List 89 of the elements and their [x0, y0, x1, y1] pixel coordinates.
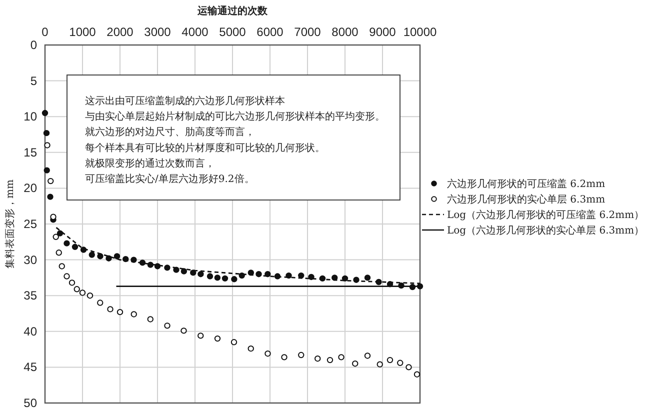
annotation: 每个样本具有可比较的片材厚度和可比较的几何形状。 [85, 142, 325, 154]
point [308, 274, 314, 280]
x-tick-label: 5000 [219, 25, 246, 39]
point [79, 290, 86, 296]
point [48, 178, 54, 184]
x-tick-label: 3000 [144, 25, 172, 39]
point [198, 332, 204, 339]
annotation: 就极限变形的通过次数而言， [85, 157, 215, 170]
point [147, 316, 154, 322]
point [52, 234, 59, 240]
point [180, 268, 188, 274]
point [214, 335, 221, 342]
point [248, 345, 254, 352]
annotation: 与由实心单层起始片材制成的可比六边形几何形状样本的平均变形。 [85, 110, 385, 123]
point [130, 311, 137, 318]
point [264, 350, 271, 357]
point [190, 270, 196, 276]
point [97, 300, 104, 306]
x-tick-label: 2000 [106, 25, 134, 39]
point [364, 352, 371, 359]
point [352, 360, 358, 367]
point [44, 167, 50, 174]
point [88, 252, 95, 258]
point [68, 280, 76, 286]
point [326, 356, 334, 364]
point [230, 339, 238, 346]
point [231, 276, 238, 282]
point [180, 328, 187, 334]
y-tick-label: 0 [30, 38, 38, 52]
point [198, 271, 204, 278]
point [107, 306, 114, 312]
x-tick-label: 8000 [332, 25, 359, 39]
point [42, 110, 48, 116]
y-tick-label: 40 [24, 324, 38, 338]
x-tick-label: 9000 [369, 25, 396, 39]
x-tick-label: 0 [42, 25, 49, 39]
point [116, 308, 124, 316]
point [86, 292, 94, 299]
point [214, 274, 221, 281]
point [314, 356, 321, 362]
point [281, 354, 288, 360]
x-tick-label: 4000 [182, 25, 209, 39]
point [376, 361, 383, 368]
y-tick-label: 5 [30, 74, 38, 88]
annotation: 可压缩盖比实心/单层六边形好9.2倍。 [85, 173, 254, 185]
point [44, 142, 50, 148]
point [74, 286, 80, 292]
point [64, 273, 70, 280]
point [206, 273, 214, 280]
point [164, 322, 170, 329]
legend-label: 六边形几何形状的实心单层 6.3mm [447, 194, 606, 206]
point [414, 371, 420, 378]
annotation: 这示出由可压缩盖制成的六边形几何形状样本 [85, 95, 285, 107]
y-tick-label: 50 [24, 396, 38, 410]
point [47, 194, 54, 200]
point [298, 352, 304, 358]
y-tick-label: 10 [24, 110, 38, 124]
y-tick-label: 30 [24, 252, 38, 267]
legend-label: Log（六边形几何形状的实心单层 6.3mm） [447, 224, 644, 236]
point [406, 364, 412, 370]
point [56, 250, 62, 256]
point [43, 130, 50, 136]
point [338, 354, 344, 360]
x-tick-label: 10000 [403, 25, 438, 39]
x-tick-label: 6000 [256, 25, 284, 39]
legend-label: Log（六边形几何形状的可压缩盖 6.2mm） [447, 209, 644, 221]
point [64, 240, 70, 246]
point [97, 253, 104, 260]
x-tick-label: 1000 [69, 25, 96, 39]
point [222, 275, 228, 282]
y-tick-label: 35 [24, 288, 38, 303]
y-tick-label: 15 [24, 145, 38, 160]
point [386, 356, 394, 364]
point [364, 274, 371, 281]
y-axis-title: 集料表面变形，mm [4, 179, 16, 268]
point [58, 263, 65, 270]
point [264, 271, 271, 278]
y-tick-label: 25 [24, 217, 38, 231]
point [342, 275, 348, 282]
x-tick-label: 7000 [294, 25, 322, 39]
point [114, 253, 120, 260]
x-axis-title: 运输通过的次数 [196, 5, 268, 17]
point [72, 244, 78, 250]
legend-label: 六边形几何形状的可压缩盖 6.2mm [447, 178, 606, 190]
annotation: 就六边形的对边尺寸、肋高度等而言， [85, 126, 255, 138]
point [397, 360, 404, 366]
y-tick-label: 45 [24, 360, 38, 374]
y-tick-label: 20 [24, 181, 38, 196]
point [106, 255, 112, 262]
